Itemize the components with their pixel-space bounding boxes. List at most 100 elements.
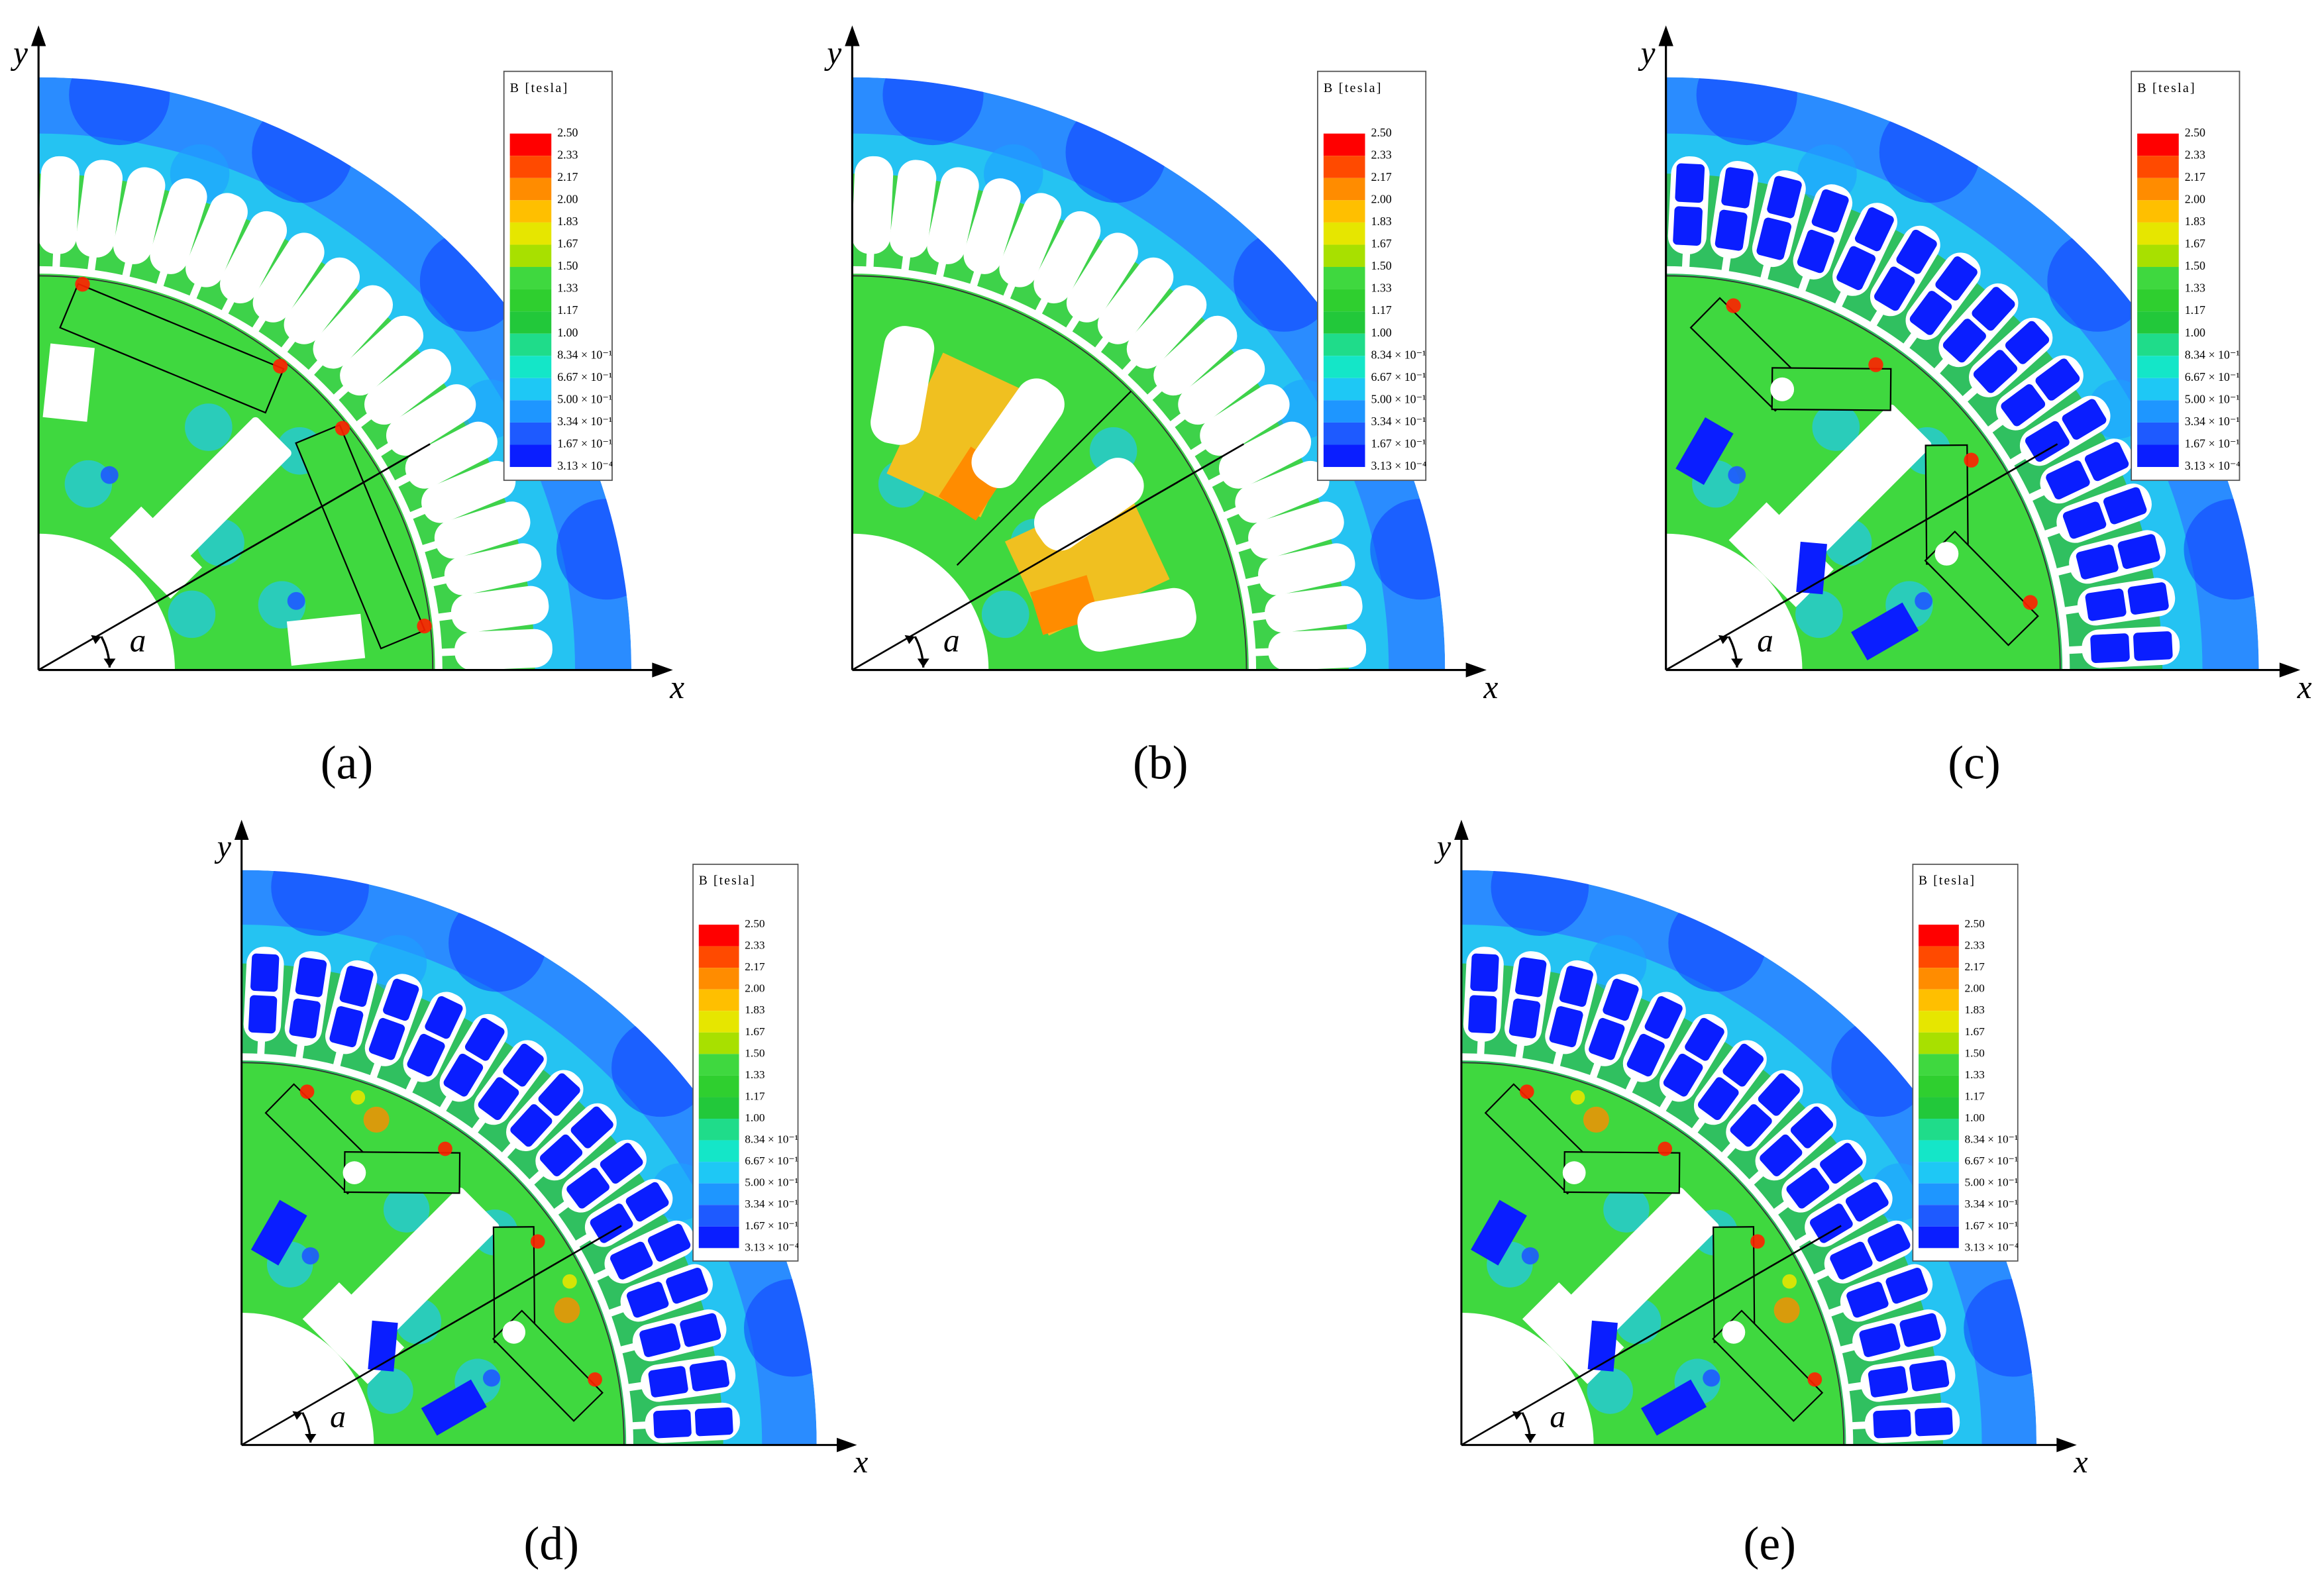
flux-patch bbox=[301, 1247, 319, 1265]
flux-patch bbox=[1807, 1372, 1822, 1387]
angle-line bbox=[851, 443, 1245, 671]
y-arrow bbox=[1658, 25, 1673, 46]
legend-label: 8.34 × 10⁻¹ bbox=[1371, 348, 1426, 361]
slot-opening bbox=[52, 252, 61, 271]
legend-label: 3.13 × 10⁻⁴ bbox=[557, 459, 613, 472]
panel: x y a B [tesla] 2.50 2.33 2.17 2.00 1.83 1.67 1.50… bbox=[823, 25, 1498, 705]
flux-patch bbox=[743, 1278, 817, 1377]
legend-label: 3.13 × 10⁻⁴ bbox=[745, 1241, 798, 1253]
flux-patch bbox=[343, 1161, 366, 1184]
legend-label: 1.33 bbox=[557, 281, 578, 295]
stator-slot bbox=[313, 285, 394, 369]
winding bbox=[1790, 1106, 1834, 1149]
x-axis-label: x bbox=[853, 1445, 868, 1480]
legend-swatch bbox=[1919, 968, 1959, 990]
x-axis-label: x bbox=[2073, 1445, 2087, 1480]
rotor-notch bbox=[42, 343, 95, 422]
rotor-slot bbox=[1077, 587, 1196, 652]
winding bbox=[1797, 229, 1834, 274]
flux-patch bbox=[981, 590, 1030, 638]
legend-label: 6.67 × 10⁻¹ bbox=[1964, 1154, 2018, 1167]
stator-slot bbox=[450, 586, 549, 633]
winding bbox=[1470, 953, 1499, 992]
legend-label: 2.33 bbox=[1371, 148, 1391, 161]
flux-patch bbox=[1658, 1141, 1673, 1156]
stator-slot bbox=[150, 178, 207, 274]
winding bbox=[2085, 588, 2127, 621]
slot-opening bbox=[1251, 648, 1270, 656]
legend-swatch bbox=[509, 267, 552, 289]
panel-label: (d) bbox=[524, 1518, 579, 1570]
winding bbox=[1673, 206, 1703, 246]
legend-swatch bbox=[509, 333, 552, 356]
stator-slot bbox=[185, 193, 248, 287]
winding bbox=[653, 1409, 692, 1439]
y-axis-label: y bbox=[1434, 829, 1452, 864]
legend-label: 2.50 bbox=[1371, 126, 1391, 139]
legend-swatch bbox=[509, 222, 552, 245]
winding bbox=[666, 1267, 708, 1304]
rotor-barrier bbox=[109, 506, 202, 599]
angle-line bbox=[1665, 443, 2058, 671]
winding bbox=[2035, 358, 2080, 401]
legend-label: 6.67 × 10⁻¹ bbox=[557, 370, 612, 383]
air-gap bbox=[38, 266, 443, 670]
legend-swatch bbox=[1919, 946, 1959, 968]
flux-patch bbox=[1728, 466, 1746, 484]
winding bbox=[539, 1134, 583, 1176]
stator-slot bbox=[252, 232, 325, 323]
legend-swatch bbox=[698, 1075, 739, 1098]
stator-slot bbox=[340, 315, 424, 396]
flux-patch bbox=[1703, 1369, 1720, 1387]
slot-opening bbox=[2061, 605, 2080, 615]
x-axis-label: x bbox=[669, 669, 684, 705]
legend-swatch bbox=[509, 200, 552, 223]
legend-swatch bbox=[1323, 133, 1365, 156]
legend-swatch bbox=[509, 422, 552, 445]
y-arrow bbox=[1454, 819, 1469, 841]
legend-swatch bbox=[1919, 1032, 1959, 1054]
legend-label: 2.50 bbox=[2185, 126, 2205, 139]
legend-label: 3.13 × 10⁻⁴ bbox=[1371, 459, 1426, 472]
legend-swatch bbox=[1919, 1205, 1959, 1227]
flux-patch bbox=[417, 619, 432, 634]
slot-opening bbox=[438, 648, 456, 656]
winding bbox=[250, 953, 280, 992]
flux-patch bbox=[367, 1368, 413, 1414]
flux-patch bbox=[882, 77, 984, 146]
legend-swatch bbox=[1919, 1011, 1959, 1033]
flux-patch bbox=[449, 894, 547, 992]
slot-opening bbox=[625, 1382, 643, 1392]
flux-patch bbox=[64, 460, 113, 508]
legend-swatch bbox=[698, 1140, 739, 1162]
winding bbox=[1715, 209, 1748, 251]
legend-label: 1.00 bbox=[1371, 326, 1391, 339]
winding bbox=[2025, 421, 2070, 462]
legend-swatch bbox=[509, 378, 552, 401]
legend-label: 3.34 × 10⁻¹ bbox=[745, 1198, 798, 1210]
legend-label: 1.00 bbox=[745, 1111, 765, 1124]
legend-swatch bbox=[698, 1183, 739, 1205]
winding bbox=[1515, 957, 1547, 997]
flux-patch bbox=[272, 358, 288, 374]
stator-slot bbox=[284, 257, 360, 344]
shaft bbox=[38, 533, 175, 670]
flux-patch bbox=[1770, 377, 1795, 401]
angle-arrow bbox=[305, 1433, 317, 1443]
flux-patch bbox=[1726, 298, 1741, 313]
slot-opening bbox=[1514, 1043, 1525, 1062]
stator-slot bbox=[405, 421, 498, 489]
flux-patch bbox=[69, 77, 170, 146]
stator-slot bbox=[1248, 501, 1344, 559]
legend-swatch bbox=[2137, 244, 2179, 268]
flux-patch bbox=[1795, 590, 1843, 638]
legend-label: 8.34 × 10⁻¹ bbox=[2185, 348, 2240, 361]
winding bbox=[1786, 1168, 1830, 1209]
legend-swatch bbox=[1323, 156, 1365, 178]
slot-opening bbox=[87, 255, 97, 274]
air-gap-line bbox=[241, 1062, 625, 1445]
flux-patch bbox=[168, 590, 216, 638]
slot-opening bbox=[1681, 252, 1691, 271]
legend-label: 1.67 × 10⁻¹ bbox=[2185, 437, 2240, 450]
